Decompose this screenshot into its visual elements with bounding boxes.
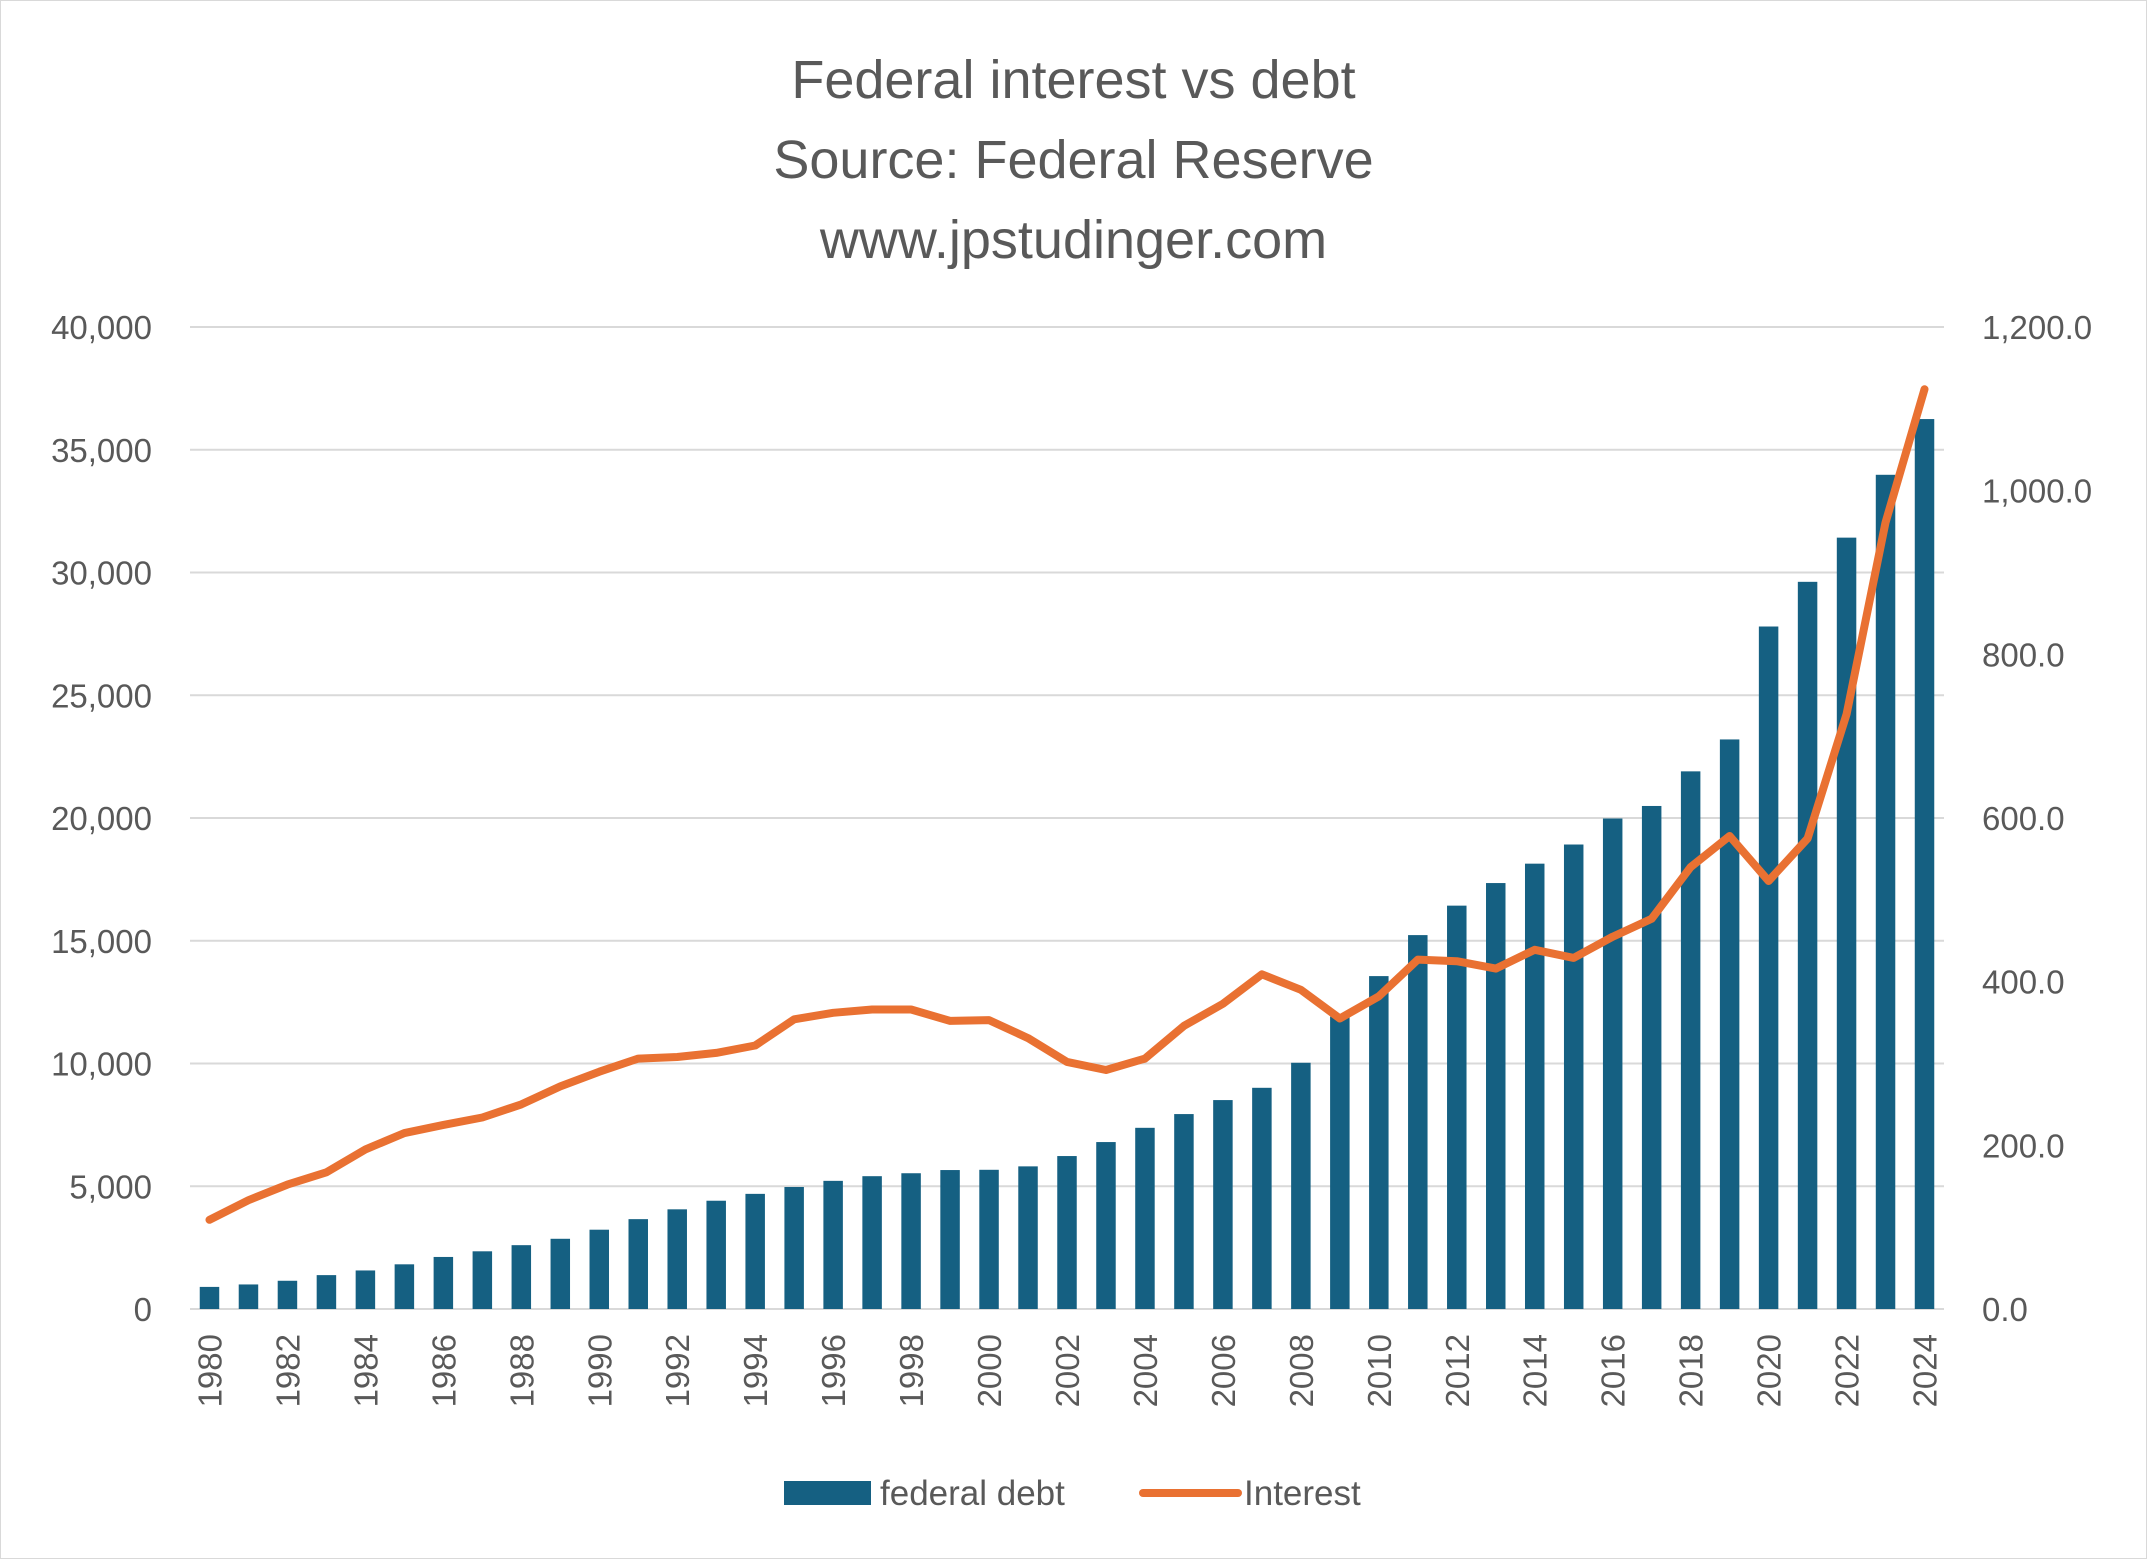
legend-swatch-federal-debt	[784, 1481, 871, 1505]
bar-federal-debt-1996	[823, 1180, 843, 1309]
x-axis-tick-label: 2006	[1205, 1334, 1242, 1407]
chart-title-block: Federal interest vs debt Source: Federal…	[0, 40, 2147, 280]
bar-federal-debt-1995	[784, 1186, 804, 1309]
debt-bars	[199, 419, 1935, 1309]
bar-federal-debt-1992	[667, 1209, 687, 1309]
bar-federal-debt-2009	[1330, 1016, 1350, 1309]
x-axis-tick-label: 2018	[1673, 1334, 1710, 1407]
bar-federal-debt-1981	[238, 1284, 259, 1309]
chart-title: Federal interest vs debt	[791, 50, 1356, 110]
left-axis-tick-label: 40,000	[51, 309, 152, 346]
bar-federal-debt-1997	[862, 1176, 882, 1309]
left-axis-tick-label: 10,000	[51, 1046, 152, 1083]
x-axis-tick-label: 2002	[1049, 1334, 1086, 1407]
bar-federal-debt-2003	[1096, 1142, 1116, 1309]
bar-federal-debt-2015	[1563, 844, 1584, 1309]
bar-federal-debt-1994	[745, 1193, 765, 1309]
bar-federal-debt-1983	[316, 1275, 337, 1309]
x-axis-tick-label: 2010	[1361, 1334, 1398, 1407]
legend: federal debt Interest	[784, 1474, 1361, 1513]
bar-federal-debt-2018	[1680, 771, 1701, 1309]
bar-federal-debt-2012	[1447, 905, 1467, 1309]
interest-line	[205, 385, 1929, 1224]
left-axis-tick-label: 25,000	[51, 677, 152, 714]
bar-federal-debt-2005	[1174, 1114, 1194, 1309]
bar-federal-debt-2021	[1797, 581, 1818, 1309]
left-axis-tick-label: 30,000	[51, 555, 152, 592]
bar-federal-debt-1988	[511, 1245, 532, 1309]
bar-federal-debt-2007	[1252, 1087, 1272, 1309]
bar-federal-debt-2001	[1018, 1166, 1038, 1309]
bar-federal-debt-2011	[1408, 935, 1428, 1309]
bar-federal-debt-2022	[1836, 537, 1857, 1309]
right-axis-tick-label: 1,000.0	[1982, 473, 2092, 510]
bar-federal-debt-1986	[433, 1256, 454, 1309]
x-axis-tick-label: 2024	[1907, 1334, 1944, 1407]
bar-federal-debt-2006	[1213, 1100, 1233, 1309]
bar-federal-debt-1985	[394, 1264, 415, 1309]
left-axis: 0 5,000 10,000 15,000 20,000 25,000 30,000 35,0…	[51, 309, 152, 1328]
x-axis-tick-label: 1980	[191, 1334, 228, 1407]
bar-federal-debt-2013	[1486, 883, 1506, 1309]
right-axis-tick-label: 800.0	[1982, 636, 2065, 673]
bar-federal-debt-1987	[472, 1251, 493, 1309]
x-axis-tick-label: 2016	[1595, 1334, 1632, 1407]
left-axis-tick-label: 0	[134, 1291, 152, 1328]
legend-label-interest: Interest	[1244, 1474, 1361, 1513]
bar-federal-debt-2004	[1135, 1127, 1155, 1309]
bar-federal-debt-2017	[1641, 805, 1662, 1309]
x-axis-tick-label: 2000	[971, 1334, 1008, 1407]
bar-federal-debt-2002	[1057, 1156, 1077, 1309]
bar-federal-debt-1980	[199, 1286, 220, 1309]
x-axis-tick-label: 2004	[1127, 1334, 1164, 1407]
x-axis-tick-label: 1988	[503, 1334, 540, 1407]
bar-federal-debt-2019	[1719, 739, 1740, 1309]
bar-federal-debt-1999	[940, 1170, 960, 1309]
bar-federal-debt-1993	[706, 1200, 726, 1309]
bar-federal-debt-1984	[355, 1270, 376, 1309]
x-axis-tick-label: 2008	[1283, 1334, 1320, 1407]
legend-label-federal-debt: federal debt	[880, 1474, 1065, 1513]
x-axis-tick-label: 1996	[815, 1334, 852, 1407]
bar-federal-debt-1989	[550, 1238, 571, 1309]
x-axis-tick-label: 1992	[659, 1334, 696, 1407]
right-axis: 0.0 200.0 400.0 600.0 800.0 1,000.0 1,200.0	[1982, 309, 2092, 1328]
bar-federal-debt-2000	[979, 1169, 999, 1309]
bar-federal-debt-2024	[1914, 419, 1935, 1309]
bar-federal-debt-2023	[1875, 474, 1896, 1309]
x-axis-tick-label: 1998	[893, 1334, 930, 1407]
right-axis-tick-label: 0.0	[1982, 1291, 2028, 1328]
left-axis-tick-label: 20,000	[51, 800, 152, 837]
right-axis-tick-label: 200.0	[1982, 1127, 2065, 1164]
bar-federal-debt-1998	[901, 1173, 921, 1309]
x-axis-tick-label: 2012	[1439, 1334, 1476, 1407]
x-axis-tick-label: 2022	[1829, 1334, 1866, 1407]
x-axis-tick-label: 1982	[269, 1334, 306, 1407]
left-axis-tick-label: 35,000	[51, 432, 152, 469]
x-axis-tick-label: 1984	[347, 1334, 384, 1407]
bar-federal-debt-2008	[1291, 1062, 1311, 1309]
right-axis-tick-label: 400.0	[1982, 964, 2065, 1001]
left-axis-tick-label: 5,000	[69, 1168, 152, 1205]
bar-federal-debt-2020	[1758, 626, 1779, 1309]
chart-subtitle-source: Source: Federal Reserve	[773, 130, 1374, 190]
bar-federal-debt-1991	[628, 1219, 648, 1309]
x-axis-tick-label: 1986	[425, 1334, 462, 1407]
bar-federal-debt-1990	[589, 1229, 610, 1309]
bar-federal-debt-1982	[277, 1280, 298, 1309]
bar-federal-debt-2016	[1602, 818, 1623, 1309]
x-axis-tick-label: 2020	[1751, 1334, 1788, 1407]
x-axis-tick-label: 1994	[737, 1334, 774, 1407]
x-axis-tick-label: 2014	[1517, 1334, 1554, 1407]
right-axis-tick-label: 600.0	[1982, 800, 2065, 837]
x-axis: 1980 1982 1984 1986 1988 1990 1992 1994 1996 1998…	[191, 1334, 1943, 1407]
bar-federal-debt-2010	[1369, 976, 1389, 1309]
right-axis-tick-label: 1,200.0	[1982, 309, 2092, 346]
chart-subtitle-website: www.jpstudinger.com	[819, 210, 1328, 270]
bar-federal-debt-2014	[1524, 863, 1545, 1309]
left-axis-tick-label: 15,000	[51, 923, 152, 960]
interest-line-layer	[205, 385, 1929, 1224]
x-axis-tick-label: 1990	[581, 1334, 618, 1407]
